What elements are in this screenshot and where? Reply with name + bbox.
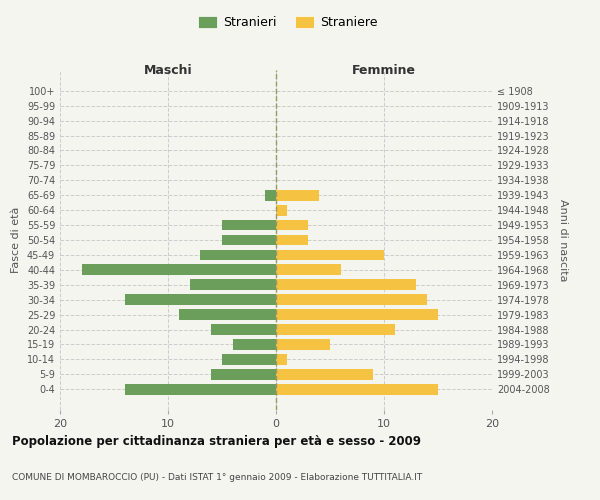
- Text: Popolazione per cittadinanza straniera per età e sesso - 2009: Popolazione per cittadinanza straniera p…: [12, 435, 421, 448]
- Bar: [222, 220, 276, 230]
- Bar: [125, 384, 276, 394]
- Bar: [276, 264, 341, 275]
- Bar: [276, 309, 438, 320]
- Bar: [82, 264, 276, 275]
- Bar: [125, 294, 276, 305]
- Bar: [276, 250, 384, 260]
- Bar: [276, 294, 427, 305]
- Bar: [190, 280, 276, 290]
- Y-axis label: Anni di nascita: Anni di nascita: [558, 198, 568, 281]
- Bar: [200, 250, 276, 260]
- Legend: Stranieri, Straniere: Stranieri, Straniere: [193, 11, 383, 34]
- Bar: [276, 324, 395, 335]
- Bar: [265, 190, 276, 200]
- Text: Maschi: Maschi: [143, 64, 193, 78]
- Bar: [276, 220, 308, 230]
- Bar: [222, 234, 276, 246]
- Bar: [276, 190, 319, 200]
- Bar: [276, 205, 287, 216]
- Bar: [222, 354, 276, 364]
- Bar: [211, 324, 276, 335]
- Bar: [276, 354, 287, 364]
- Bar: [276, 369, 373, 380]
- Bar: [276, 234, 308, 246]
- Text: COMUNE DI MOMBAROCCIO (PU) - Dati ISTAT 1° gennaio 2009 - Elaborazione TUTTITALI: COMUNE DI MOMBAROCCIO (PU) - Dati ISTAT …: [12, 472, 422, 482]
- Y-axis label: Fasce di età: Fasce di età: [11, 207, 21, 273]
- Text: Femmine: Femmine: [352, 64, 416, 78]
- Bar: [233, 339, 276, 350]
- Bar: [276, 339, 330, 350]
- Bar: [179, 309, 276, 320]
- Bar: [276, 280, 416, 290]
- Bar: [211, 369, 276, 380]
- Bar: [276, 384, 438, 394]
